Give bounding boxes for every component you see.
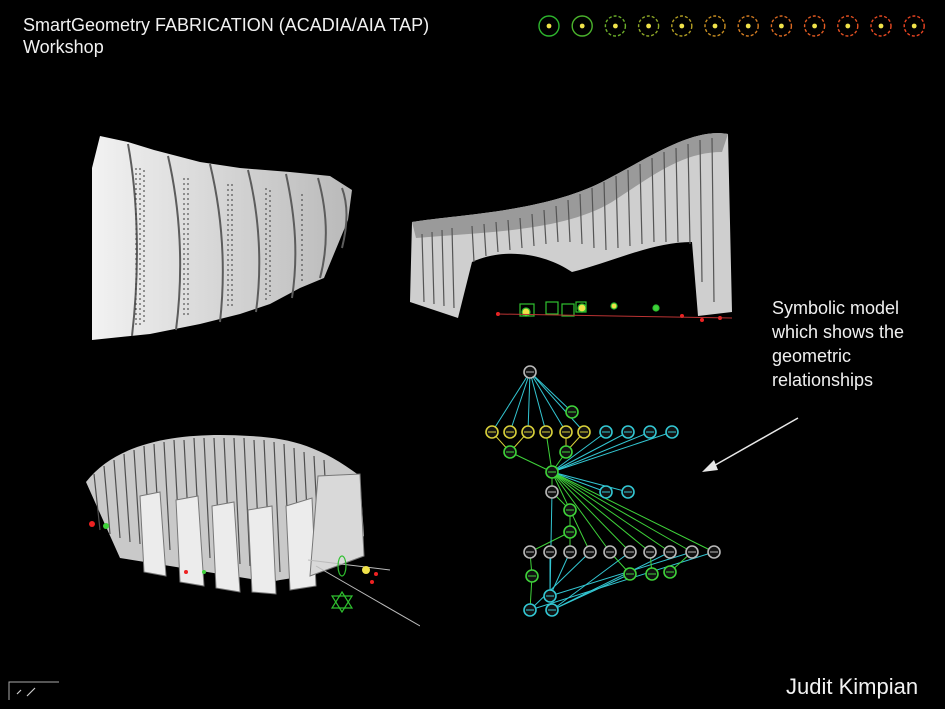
symbolic-model-graph [485, 365, 721, 617]
slide-title: SmartGeometry FABRICATION (ACADIA/AIA TA… [23, 14, 429, 58]
annotation-line3: geometric [772, 346, 852, 366]
graph-edge [529, 551, 591, 611]
progress-dot [837, 15, 859, 37]
graph-edge [551, 471, 715, 553]
graph-edge [529, 371, 547, 433]
author-name: Judit Kimpian [786, 674, 919, 699]
graph-edge [491, 371, 531, 433]
graph-edge [551, 573, 631, 611]
progress-dot [538, 15, 560, 37]
graph-edge [551, 551, 631, 611]
progress-dot [637, 15, 660, 37]
graph-edge [509, 451, 553, 473]
graph-edge [549, 551, 571, 597]
graph-edge [551, 471, 671, 553]
progress-dot [803, 15, 826, 37]
annotation-line4: relationships [772, 370, 874, 390]
graph-edge [551, 431, 607, 473]
graph-edge [529, 551, 715, 611]
graph-edge [551, 471, 607, 493]
graph-edge [551, 471, 651, 553]
graph-edge [549, 551, 693, 597]
pointer-arrow-icon [702, 417, 799, 472]
annotation-line2: which shows the [772, 322, 905, 342]
slide-corner-icon [8, 681, 59, 700]
model-render-perspective-view [86, 434, 420, 627]
graph-edge [529, 371, 585, 433]
graph-edge [551, 471, 611, 553]
annotation-text: Symbolic model which shows the geometric… [772, 296, 904, 392]
slide-title-line1: SmartGeometry FABRICATION (ACADIA/AIA TA… [23, 15, 430, 35]
graph-edge [551, 471, 631, 553]
graph-edge [529, 371, 573, 413]
progress-dot [770, 15, 793, 37]
progress-dot [704, 15, 726, 37]
graph-edge [529, 531, 571, 553]
progress-dot [737, 15, 759, 37]
model-render-arch-view [410, 133, 733, 322]
progress-dot [870, 15, 892, 37]
graph-edge [551, 471, 629, 493]
graph-edge [551, 431, 629, 473]
progress-dot [903, 15, 925, 37]
annotation-line1: Symbolic model [772, 298, 900, 318]
slide-title-line2: Workshop [23, 37, 104, 57]
progress-dot [671, 15, 693, 37]
graph-edge [509, 371, 531, 433]
graph-edge [527, 371, 531, 433]
graph-edge [529, 371, 567, 433]
progress-dot [604, 15, 627, 37]
progress-dot [571, 15, 593, 37]
model-render-side-view [92, 136, 352, 340]
graph-edge [551, 551, 671, 611]
graph-edge [551, 471, 693, 553]
graph-edge [551, 431, 651, 473]
graph-edge [551, 431, 673, 473]
progress-indicator [538, 15, 925, 37]
